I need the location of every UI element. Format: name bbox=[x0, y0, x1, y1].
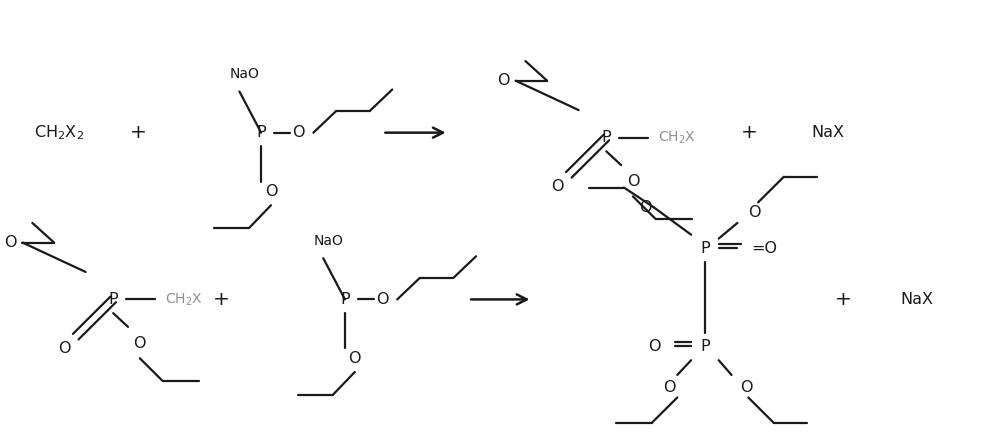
Text: P: P bbox=[256, 125, 266, 140]
Text: NaO: NaO bbox=[313, 234, 343, 248]
Text: +: + bbox=[835, 290, 851, 309]
Text: =O: =O bbox=[751, 241, 777, 256]
Text: P: P bbox=[340, 292, 350, 307]
Text: +: + bbox=[741, 123, 758, 142]
Text: O: O bbox=[627, 174, 639, 189]
Text: O: O bbox=[639, 200, 652, 215]
Text: +: + bbox=[129, 123, 146, 142]
Text: NaO: NaO bbox=[229, 67, 259, 81]
Text: O: O bbox=[292, 125, 305, 140]
Text: O: O bbox=[663, 380, 675, 395]
Text: O: O bbox=[134, 336, 146, 351]
Text: CH$_2$X: CH$_2$X bbox=[165, 291, 203, 308]
Text: O: O bbox=[349, 351, 361, 366]
Text: CH$_2$X$_2$: CH$_2$X$_2$ bbox=[34, 123, 84, 142]
Text: NaX: NaX bbox=[812, 125, 845, 140]
Text: P: P bbox=[700, 241, 710, 256]
Text: NaX: NaX bbox=[900, 292, 933, 307]
Text: O: O bbox=[497, 73, 510, 88]
Text: CH$_2$X: CH$_2$X bbox=[658, 129, 696, 146]
Text: O: O bbox=[551, 179, 563, 194]
Text: O: O bbox=[748, 204, 761, 220]
Text: +: + bbox=[213, 290, 230, 309]
Text: P: P bbox=[700, 339, 710, 354]
Text: O: O bbox=[740, 380, 753, 395]
Text: P: P bbox=[601, 130, 611, 145]
Text: O: O bbox=[648, 339, 661, 354]
Text: O: O bbox=[265, 184, 277, 199]
Text: O: O bbox=[376, 292, 389, 307]
Text: O: O bbox=[58, 341, 70, 356]
Text: O: O bbox=[4, 235, 17, 250]
Text: P: P bbox=[108, 292, 118, 307]
